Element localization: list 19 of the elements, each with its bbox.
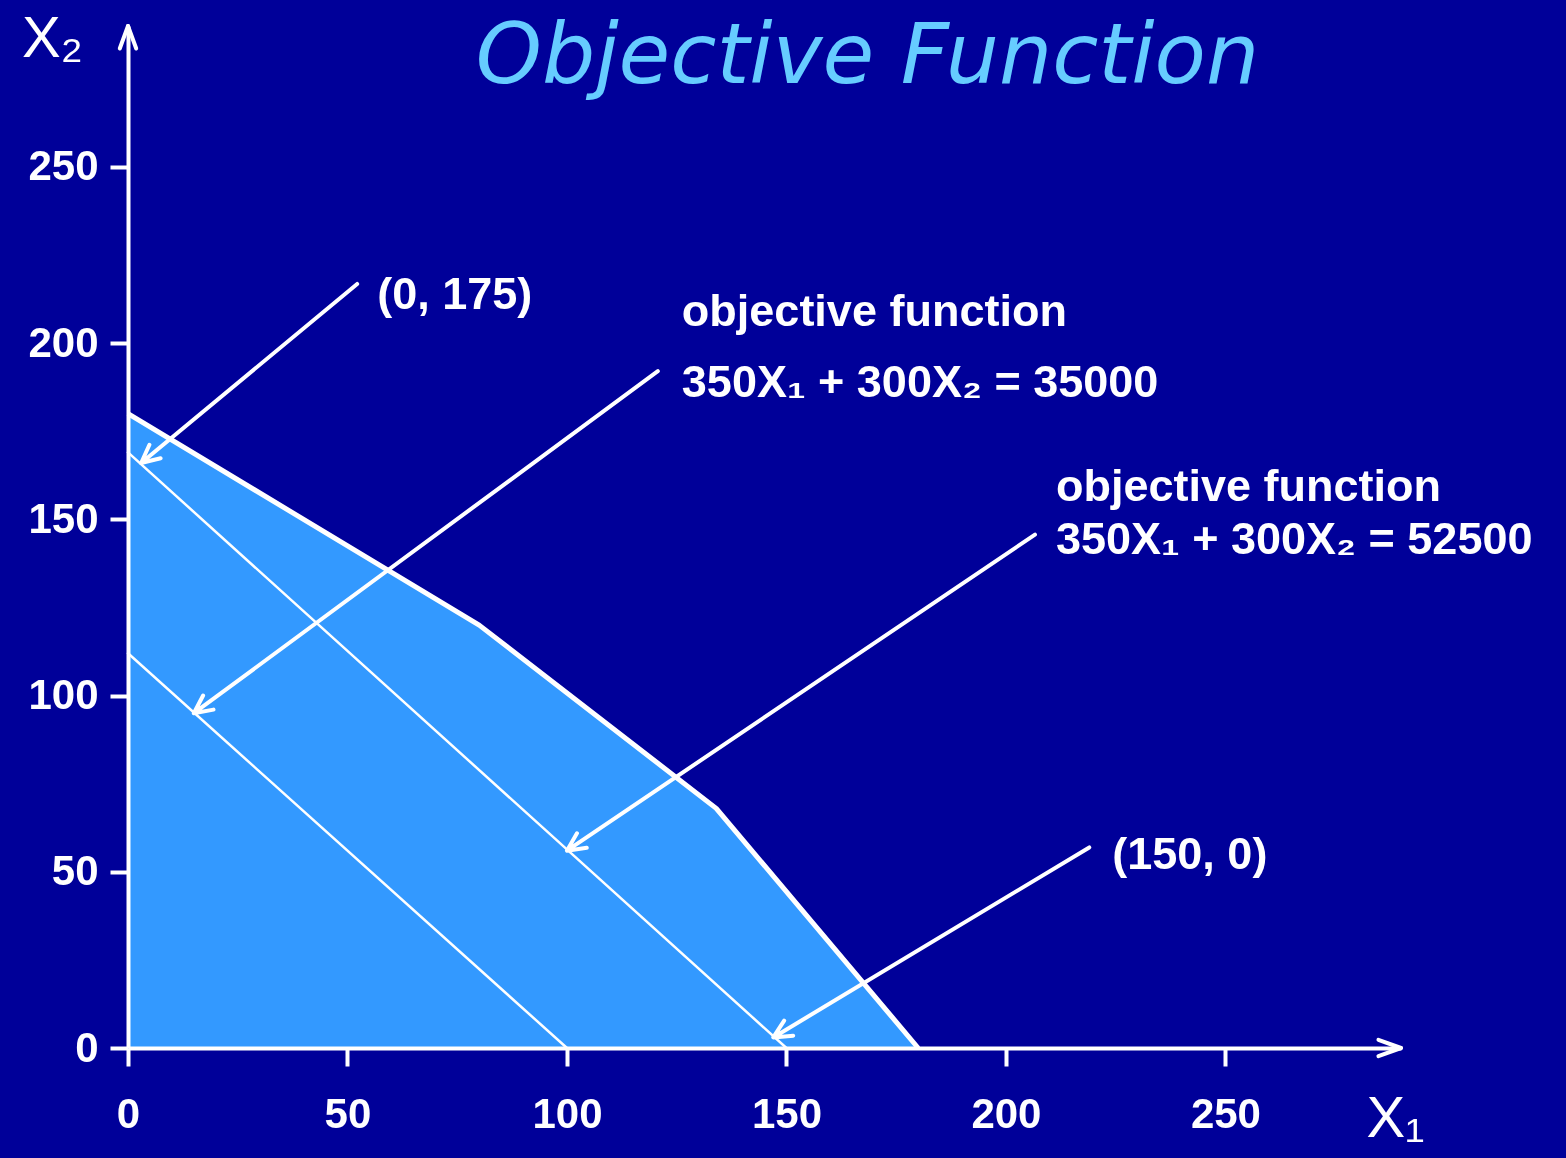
annotation: objective function 350X₁ + 300X₂ = 52500 (1055, 459, 1533, 564)
x-tick-label: 0 (116, 1089, 141, 1137)
x-tick-label: 250 (1190, 1089, 1261, 1137)
x-axis-title: X₁ (1366, 1083, 1425, 1149)
y-tick-label: 250 (28, 142, 99, 190)
x-tick-label: 100 (532, 1089, 603, 1137)
y-tick-label: 150 (28, 494, 99, 542)
x-tick-label: 50 (324, 1089, 372, 1137)
y-tick-label: 100 (28, 671, 99, 719)
x-tick-label: 150 (751, 1089, 822, 1137)
y-tick-label: 200 (28, 318, 99, 366)
x-tick-label: 200 (971, 1089, 1042, 1137)
annotation: objective function 350X₁ + 300X₂ = 35000 (681, 285, 1159, 408)
y-tick-label: 50 (51, 847, 99, 895)
chart-title: Objective Function (475, 5, 1260, 103)
annotation: (0, 175) (377, 267, 533, 319)
y-axis-title: X₂ (21, 3, 84, 69)
annotation: (150, 0) (1112, 828, 1268, 880)
y-tick-label: 0 (75, 1023, 99, 1071)
